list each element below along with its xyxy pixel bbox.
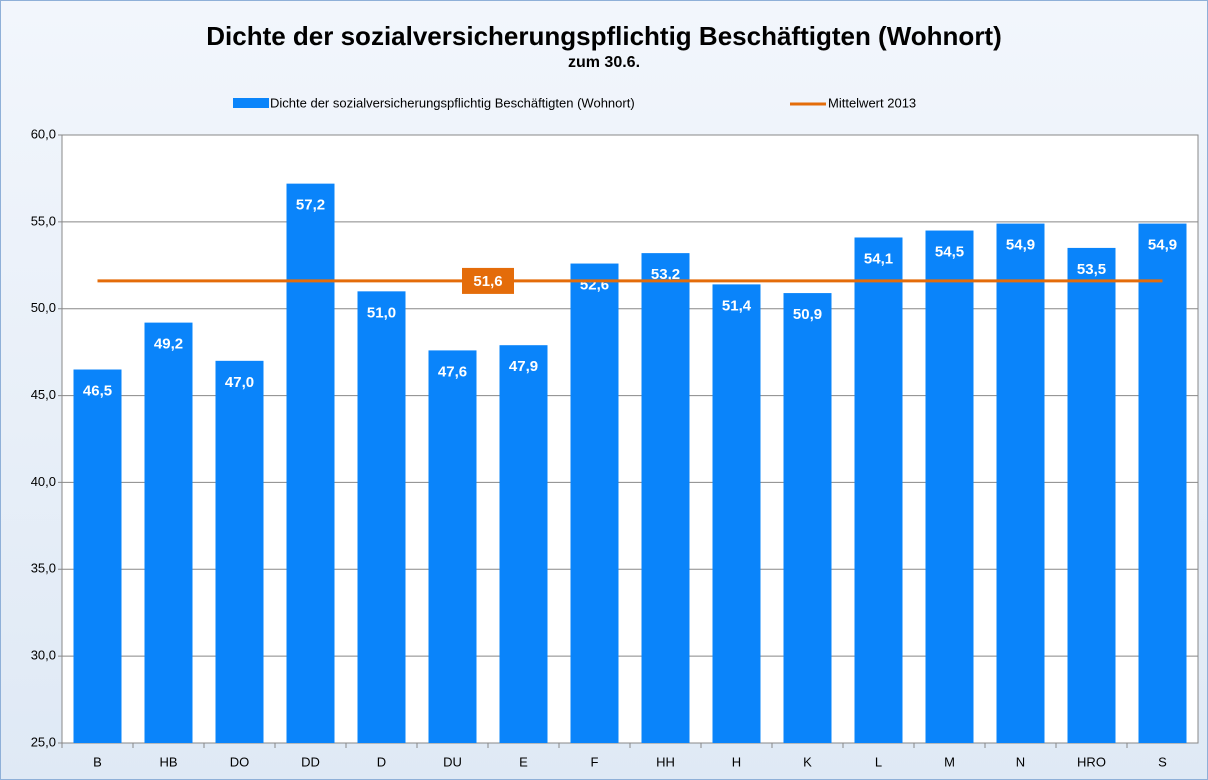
x-tick-label: B <box>93 754 102 769</box>
chart-subtitle: zum 30.6. <box>568 54 640 71</box>
chart-title: Dichte der sozialversicherungspflichtig … <box>206 21 1002 51</box>
bar <box>286 183 335 743</box>
x-tick-label: HH <box>656 754 675 769</box>
bar <box>854 237 903 743</box>
value-label: 53,5 <box>1077 261 1106 278</box>
value-label: 47,9 <box>509 358 538 375</box>
x-tick-label: H <box>732 754 741 769</box>
x-tick-label: M <box>944 754 955 769</box>
x-tick-label: HB <box>159 754 177 769</box>
x-tick-label: DO <box>230 754 250 769</box>
value-label: 51,4 <box>722 297 752 314</box>
bar <box>428 350 477 743</box>
value-label: 54,5 <box>935 244 964 261</box>
value-label: 54,9 <box>1006 237 1035 254</box>
x-tick-label: S <box>1158 754 1167 769</box>
x-tick-label: DD <box>301 754 320 769</box>
bar <box>996 223 1045 743</box>
bar <box>783 293 832 743</box>
x-tick-label: K <box>803 754 812 769</box>
x-tick-label: DU <box>443 754 462 769</box>
bar <box>1067 247 1116 743</box>
x-tick-label: L <box>875 754 882 769</box>
mean-label-box <box>462 267 514 294</box>
legend-swatch <box>233 98 269 108</box>
bar <box>499 345 548 743</box>
bar <box>144 322 193 743</box>
y-tick-label: 45,0 <box>31 387 56 402</box>
bar <box>641 253 690 743</box>
y-tick-label: 25,0 <box>31 734 56 749</box>
value-label: 50,9 <box>793 306 822 323</box>
bar <box>925 230 974 744</box>
value-label: 53,2 <box>651 266 680 283</box>
y-tick-label: 50,0 <box>31 300 56 315</box>
value-label: 54,1 <box>864 250 893 267</box>
y-tick-label: 60,0 <box>31 126 56 141</box>
value-label: 52,6 <box>580 277 609 294</box>
y-tick-label: 40,0 <box>31 474 56 489</box>
value-label: 47,0 <box>225 374 254 391</box>
x-tick-label: N <box>1016 754 1025 769</box>
y-tick-label: 30,0 <box>31 648 56 663</box>
legend-label: Dichte der sozialversicherungspflichtig … <box>270 95 635 110</box>
value-label: 51,0 <box>367 304 396 321</box>
bar <box>73 369 122 743</box>
bar <box>1138 223 1187 743</box>
x-tick-label: E <box>519 754 528 769</box>
value-label: 47,6 <box>438 363 467 380</box>
value-label: 46,5 <box>83 382 112 399</box>
value-label: 57,2 <box>296 197 325 214</box>
bar <box>215 360 264 743</box>
bar <box>712 284 761 743</box>
legend-label: Mittelwert 2013 <box>828 95 916 110</box>
y-tick-label: 35,0 <box>31 561 56 576</box>
mean-label: 51,6 <box>473 273 502 290</box>
x-tick-label: D <box>377 754 386 769</box>
value-label: 49,2 <box>154 336 183 353</box>
bar <box>357 291 406 743</box>
value-label: 54,9 <box>1148 237 1177 254</box>
y-tick-label: 55,0 <box>31 213 56 228</box>
bar <box>570 263 619 743</box>
x-tick-label: HRO <box>1077 754 1106 769</box>
x-tick-label: F <box>591 754 599 769</box>
